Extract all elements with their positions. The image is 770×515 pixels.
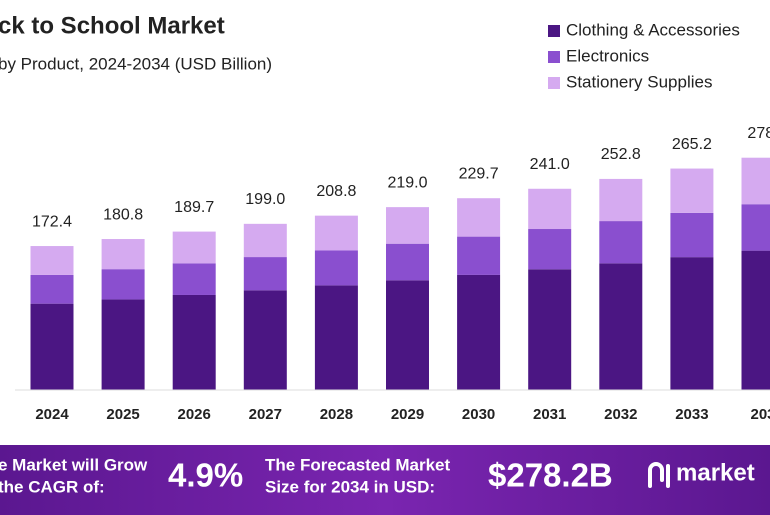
bar-segment — [314, 250, 358, 286]
total-label: 219.0 — [387, 174, 427, 191]
logo-icon — [648, 462, 670, 488]
total-label: 241.0 — [530, 156, 570, 173]
x-tick-label: 2033 — [675, 406, 708, 423]
bar-segment — [670, 168, 714, 213]
total-label: 180.8 — [103, 206, 143, 223]
total-label: 199.0 — [245, 191, 285, 208]
legend-swatch — [548, 25, 560, 37]
bar-segment — [528, 188, 572, 230]
bar-segment — [243, 223, 287, 258]
bar-segment — [599, 221, 643, 264]
banner-text: the CAGR of: — [0, 477, 105, 496]
bar-segment — [386, 207, 429, 244]
bar-segment — [30, 274, 74, 304]
bar-segment — [741, 250, 770, 390]
bar-segment — [172, 231, 216, 264]
x-tick-label: 2032 — [604, 406, 637, 423]
total-label: 229.7 — [459, 165, 499, 182]
bar-segment — [386, 280, 429, 390]
bar-segment — [670, 212, 714, 258]
x-tick-label: 203 — [750, 406, 770, 423]
total-label: 208.8 — [316, 183, 356, 200]
total-label: 252.8 — [601, 146, 641, 163]
legend-label: Stationery Supplies — [566, 72, 712, 91]
bar-segment — [670, 257, 714, 390]
legend-swatch — [548, 77, 560, 89]
bar-segment — [172, 294, 216, 390]
bar-segment — [314, 215, 358, 251]
banner-forecast: $278.2B — [488, 457, 613, 494]
total-label: 189.7 — [174, 199, 214, 216]
logo: market — [676, 459, 755, 486]
bar-segment — [101, 269, 145, 300]
legend-label: Electronics — [566, 46, 649, 65]
bar-segment — [30, 303, 74, 390]
bar-segment — [741, 204, 770, 251]
bar-segment — [314, 285, 358, 390]
bar-segment — [528, 229, 572, 270]
bar-segment — [243, 257, 287, 291]
bar-segment — [30, 246, 74, 275]
bar-segment — [243, 290, 287, 390]
banner-text: e Market will Grow — [0, 455, 148, 474]
banner-text: Size for 2034 in USD: — [265, 477, 435, 496]
x-tick-label: 2025 — [106, 406, 139, 423]
x-tick-label: 2026 — [178, 406, 211, 423]
bar-segment — [528, 269, 572, 390]
bar-segment — [101, 299, 145, 390]
banner-cagr: 4.9% — [168, 457, 243, 494]
bar-segment — [101, 239, 145, 270]
bar-segment — [386, 243, 429, 281]
x-tick-label: 2024 — [35, 406, 69, 423]
x-tick-label: 2029 — [391, 406, 424, 423]
total-label: 278. — [747, 125, 770, 142]
bar-segment — [457, 274, 501, 390]
chart-title: ck to School Market — [0, 12, 225, 39]
legend-swatch — [548, 51, 560, 63]
banner — [0, 445, 770, 515]
total-label: 172.4 — [32, 213, 72, 230]
bar-segment — [457, 236, 501, 275]
total-label: 265.2 — [672, 136, 712, 153]
legend-label: Clothing & Accessories — [566, 20, 740, 39]
x-tick-label: 2028 — [320, 406, 353, 423]
bar-segment — [172, 263, 216, 295]
chart-subtitle: by Product, 2024-2034 (USD Billion) — [0, 54, 272, 73]
bar-segment — [741, 157, 770, 205]
bar-segment — [599, 178, 643, 222]
x-tick-label: 2030 — [462, 406, 495, 423]
banner-text: The Forecasted Market — [265, 455, 451, 474]
x-tick-label: 2027 — [249, 406, 282, 423]
x-tick-label: 2031 — [533, 406, 566, 423]
bar-segment — [457, 198, 501, 237]
bar-segment — [599, 263, 643, 390]
